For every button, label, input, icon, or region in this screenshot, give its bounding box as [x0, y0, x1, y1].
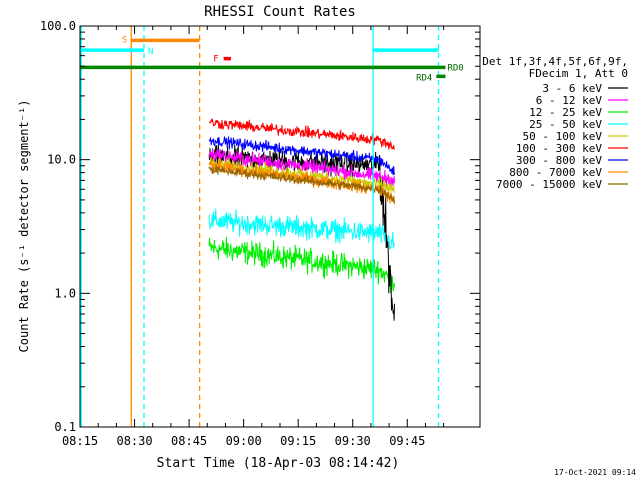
x-tick-label: 09:30	[335, 434, 371, 448]
legend-label-25-50-kev: 25 - 50 keV	[529, 118, 602, 131]
series-line-25-50-kev	[208, 208, 395, 250]
series-layer	[208, 118, 395, 321]
series-line-7000-15000-kev	[208, 165, 395, 205]
x-tick-label: 09:45	[389, 434, 425, 448]
x-tick-label: 09:00	[226, 434, 262, 448]
y-axis-label: Count Rate (s⁻¹ detector segment⁻¹)	[17, 100, 31, 353]
legend-header-line-2: FDecim 1, Att 0	[529, 67, 628, 80]
legend-header-line-1: Det 1f,3f,4f,5f,6f,9f,	[482, 55, 628, 68]
flag-label-n: N	[148, 47, 153, 57]
legend-label-12-25-kev: 12 - 25 keV	[529, 106, 602, 119]
flag-label-rd4: RD4	[416, 73, 432, 83]
series-line-12-25-kev	[208, 236, 395, 294]
legend-label-7000-15000-kev: 7000 - 15000 keV	[496, 178, 602, 191]
y-tick-label: 10.0	[47, 153, 76, 167]
marker-layer: S N F RD4 RD0	[80, 26, 464, 427]
x-tick-label: 09:15	[280, 434, 316, 448]
legend-label-300-800-kev: 300 - 800 keV	[516, 154, 602, 167]
legend-label-3-6-kev: 3 - 6 keV	[542, 82, 602, 95]
legend-label-800-7000-kev: 800 - 7000 keV	[509, 166, 602, 179]
x-tick-label: 08:15	[62, 434, 98, 448]
flag-label-f: F	[213, 55, 218, 65]
y-tick-label: 100.0	[40, 19, 76, 33]
legend: Det 1f,3f,4f,5f,6f,9f,FDecim 1, Att 0 3 -…	[482, 55, 628, 191]
legend-label-50-100-kev: 50 - 100 keV	[523, 130, 603, 143]
y-tick-label: 0.1	[54, 420, 76, 434]
x-tick-label: 08:45	[171, 434, 207, 448]
timestamp: 17-Oct-2021 09:14	[554, 468, 636, 477]
x-axis-label: Start Time (18-Apr-03 08:14:42)	[157, 456, 400, 471]
series-line-100-300-kev	[208, 118, 395, 150]
legend-label-100-300-kev: 100 - 300 keV	[516, 142, 602, 155]
y-tick-label: 1.0	[54, 286, 76, 300]
flag-label-rd0: RD0	[447, 63, 463, 73]
tick-layer: 08:15 08:30 08:45 09:00 09:15 09:30 09:45 100.0…	[40, 19, 481, 448]
chart-title: RHESSI Count Rates	[204, 4, 356, 20]
series-line-300-800-kev	[208, 136, 395, 176]
legend-label-6-12-kev: 6 - 12 keV	[536, 94, 603, 107]
flag-label-s: S	[122, 35, 127, 45]
x-tick-label: 08:30	[116, 434, 152, 448]
